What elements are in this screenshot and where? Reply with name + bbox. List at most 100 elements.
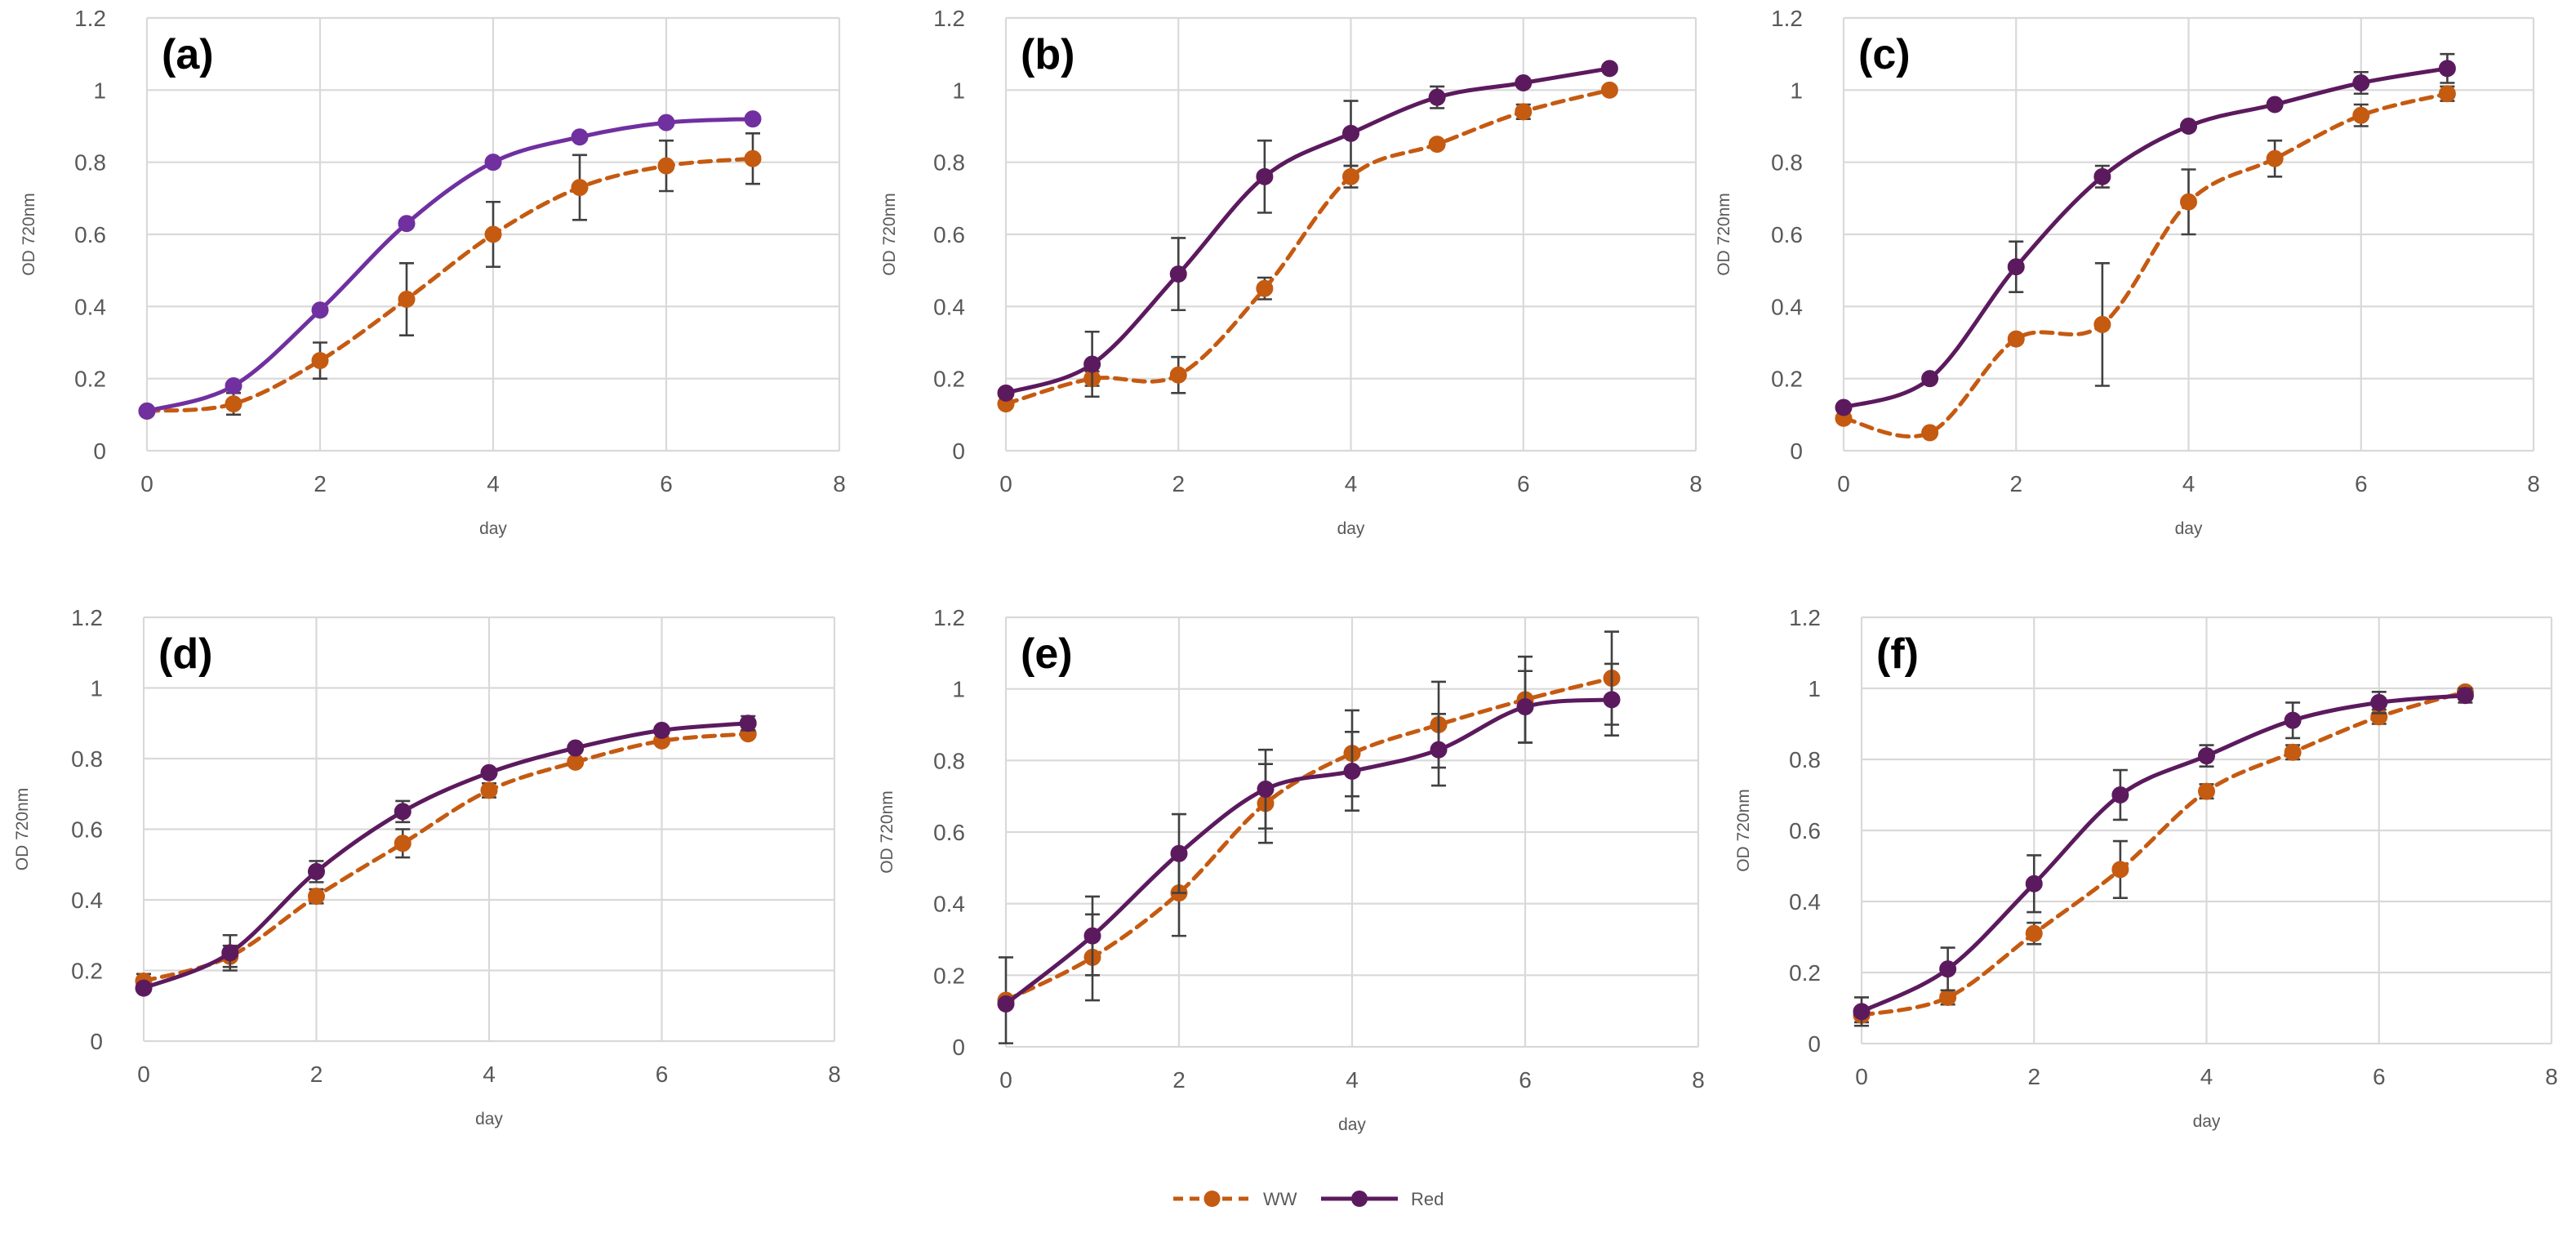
- x-tick-label: 8: [1689, 471, 1702, 496]
- series-line-red: [1859, 693, 2467, 1014]
- series-line-ww: [1859, 689, 2467, 1017]
- data-point-red: [2111, 786, 2129, 803]
- x-tick-label: 4: [1345, 471, 1358, 496]
- y-tick-label: 0: [952, 1035, 965, 1060]
- y-tick-label: 0.8: [1789, 747, 1821, 772]
- data-point-red: [1430, 741, 1448, 759]
- data-point-red: [135, 979, 153, 997]
- data-point-red: [1169, 265, 1187, 283]
- data-point-ww: [1169, 366, 1187, 384]
- y-axis-title: OD 720nm: [20, 193, 38, 276]
- data-point-ww: [1428, 136, 1446, 154]
- x-tick-label: 0: [137, 1062, 150, 1087]
- data-point-red: [1257, 780, 1275, 798]
- x-tick-label: 6: [656, 1062, 669, 1087]
- series-line-ww: [141, 732, 750, 983]
- data-point-red: [2093, 167, 2111, 185]
- y-tick-label: 0.6: [933, 222, 965, 247]
- y-tick-label: 0: [952, 438, 965, 464]
- data-point-red: [225, 377, 242, 394]
- data-point-ww: [2180, 193, 2197, 211]
- data-point-red: [2007, 258, 2025, 276]
- x-axis-title: day: [479, 519, 507, 538]
- x-tick-label: 2: [314, 471, 327, 496]
- y-tick-label: 1.2: [933, 6, 965, 31]
- data-point-ww: [1342, 167, 1359, 185]
- data-point-red: [1342, 124, 1359, 142]
- y-tick-label: 0.6: [933, 820, 965, 845]
- data-point-ww: [1515, 103, 1533, 121]
- x-tick-label: 6: [2373, 1064, 2386, 1089]
- y-tick-label: 1.2: [1789, 605, 1821, 630]
- data-point-red: [2438, 60, 2456, 78]
- y-tick-label: 0.8: [1771, 150, 1803, 176]
- y-tick-label: 1: [952, 78, 965, 103]
- data-point-red: [653, 721, 670, 739]
- data-point-ww: [480, 781, 498, 799]
- chart-panel-a: 0 0.2 0.4 0.6 0.8 1 1.2 0 2 4 6 8 day OD 720nm (a): [20, 6, 846, 538]
- x-tick-label: 8: [2527, 471, 2540, 496]
- legend: WW Red: [1173, 1189, 1444, 1209]
- x-tick-label: 4: [2200, 1064, 2213, 1089]
- data-point-red: [2284, 711, 2302, 729]
- data-point-red: [2198, 747, 2215, 765]
- x-tick-label: 8: [828, 1062, 841, 1087]
- y-tick-label: 0.4: [933, 294, 965, 319]
- x-tick-label: 0: [1855, 1064, 1868, 1089]
- y-tick-label: 1.2: [71, 605, 103, 630]
- data-point-red: [138, 402, 156, 420]
- legend-label-ww: WW: [1263, 1189, 1297, 1209]
- series-line-red: [145, 117, 755, 413]
- data-point-red: [398, 215, 416, 233]
- x-axis-title: day: [2193, 1112, 2221, 1131]
- data-point-ww: [2266, 149, 2284, 167]
- data-point-red: [567, 739, 585, 757]
- data-point-red: [1083, 355, 1101, 373]
- y-tick-label: 1.2: [933, 605, 965, 630]
- y-tick-label: 1: [93, 78, 106, 103]
- y-tick-label: 0.6: [1771, 222, 1803, 247]
- data-point-red: [1516, 698, 1534, 716]
- x-axis-title: day: [1337, 519, 1365, 538]
- data-point-ww: [398, 291, 416, 308]
- data-point-red: [1603, 691, 1621, 709]
- data-point-red: [997, 384, 1015, 402]
- y-tick-label: 0.4: [933, 892, 965, 917]
- data-point-red: [1921, 370, 1939, 388]
- y-tick-label: 0.4: [74, 294, 106, 319]
- y-tick-label: 1.2: [74, 6, 106, 31]
- series-line-red: [1841, 66, 2449, 410]
- data-point-red: [221, 944, 239, 962]
- x-tick-label: 4: [487, 471, 500, 496]
- data-point-red: [1600, 60, 1618, 78]
- y-tick-label: 0.2: [933, 963, 965, 988]
- data-point-red: [1853, 1003, 1871, 1021]
- data-point-red: [1083, 927, 1101, 945]
- legend-label-red: Red: [1411, 1189, 1444, 1209]
- x-tick-label: 4: [2182, 471, 2196, 496]
- data-point-red: [1835, 398, 1853, 416]
- y-tick-label: 0.2: [74, 367, 106, 392]
- y-tick-label: 0: [1790, 438, 1803, 464]
- data-point-red: [1256, 167, 1274, 185]
- y-tick-label: 0.4: [71, 888, 103, 913]
- data-point-ww: [308, 888, 325, 906]
- data-point-red: [480, 763, 498, 781]
- data-point-ww: [225, 395, 242, 413]
- y-tick-label: 0.6: [1789, 818, 1821, 844]
- data-point-red: [311, 301, 329, 319]
- y-tick-label: 1.2: [1771, 6, 1803, 31]
- panel-label: (c): [1858, 31, 1911, 78]
- panel-label: (f): [1876, 630, 1919, 678]
- data-point-red: [571, 128, 589, 146]
- data-point-ww: [744, 149, 762, 167]
- chart-panel-e: 0 0.2 0.4 0.6 0.8 1 1.2 0 2 4 6 8 day OD 720nm (e): [878, 605, 1705, 1134]
- data-point-ww: [2025, 924, 2043, 942]
- chart-panel-b: 0 0.2 0.4 0.6 0.8 1 1.2 0 2 4 6 8 day OD 720nm (b): [880, 6, 1702, 538]
- x-axis-title: day: [1338, 1115, 1366, 1134]
- x-tick-label: 0: [999, 1067, 1012, 1093]
- chart-panel-c: 0 0.2 0.4 0.6 0.8 1 1.2 0 2 4 6 8 day OD 720nm (c): [1715, 6, 2540, 538]
- x-tick-label: 4: [483, 1062, 496, 1087]
- data-point-red: [2266, 96, 2284, 114]
